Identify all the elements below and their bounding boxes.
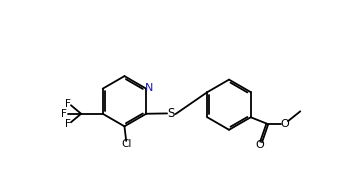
Text: O: O <box>280 119 289 129</box>
Text: F: F <box>65 98 71 109</box>
Text: Cl: Cl <box>121 139 131 149</box>
Text: S: S <box>168 107 175 120</box>
Text: N: N <box>145 83 153 93</box>
Text: F: F <box>65 119 71 129</box>
Text: F: F <box>62 109 67 119</box>
Text: O: O <box>255 140 264 150</box>
